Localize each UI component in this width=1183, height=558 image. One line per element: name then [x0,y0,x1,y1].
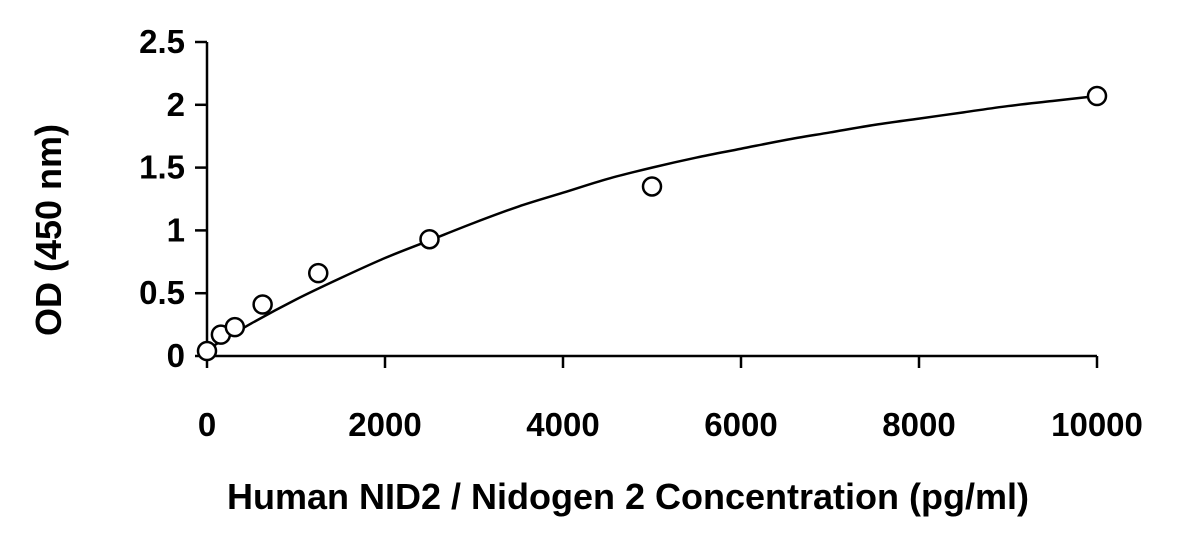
axes [205,42,1097,358]
data-point [1086,85,1108,107]
y-tick-label: 0 [167,337,185,374]
x-axis-title: Human NID2 / Nidogen 2 Concentration (pg… [227,476,1029,517]
y-tick-label: 2.5 [139,23,185,60]
y-tick-label: 1 [167,211,185,248]
data-point [308,262,329,284]
data-point [641,176,663,197]
x-tick-label: 10000 [1051,406,1143,443]
x-tick-label: 0 [198,406,216,443]
data-point [196,340,218,362]
y-axis-ticks: 0 0.5 1 1.5 2 2.5 [139,23,207,374]
y-axis-title: OD (450 nm) [28,124,69,336]
y-tick-label: 0.5 [139,274,185,311]
y-tick-label: 2 [167,86,185,123]
x-tick-label: 4000 [526,406,599,443]
plot-area [196,85,1108,362]
y-tick-label: 1.5 [139,149,185,186]
fit-curve [206,94,1098,351]
x-axis-ticks: 0 2000 4000 6000 8000 10000 [198,356,1143,443]
data-point [419,228,440,250]
x-tick-label: 8000 [882,406,955,443]
data-point [224,316,246,338]
x-tick-label: 6000 [704,406,777,443]
data-point [252,294,273,315]
x-tick-label: 2000 [348,406,421,443]
